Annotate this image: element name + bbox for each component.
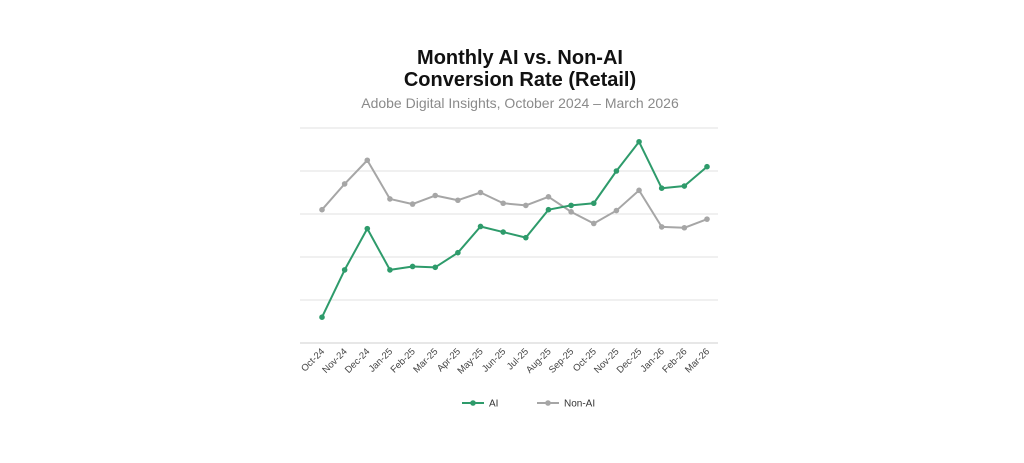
data-point-ai bbox=[409, 263, 416, 270]
data-point-ai bbox=[704, 163, 710, 170]
legend-marker-ai bbox=[470, 400, 476, 406]
data-point-non-ai bbox=[568, 209, 574, 215]
chart-title-line-2: Conversion Rate (Retail) bbox=[403, 69, 637, 91]
data-point-non-ai bbox=[455, 197, 461, 204]
x-tick-label: Jun-25 bbox=[480, 346, 508, 374]
data-point-ai bbox=[500, 229, 506, 235]
data-point-ai bbox=[613, 168, 620, 174]
data-point-ai bbox=[658, 185, 665, 191]
data-point-ai bbox=[341, 267, 348, 273]
x-tick-label: Sep-25 bbox=[547, 346, 576, 375]
legend-marker-non-ai bbox=[545, 400, 551, 406]
data-point-ai bbox=[432, 264, 439, 271]
chart-subtitle: Adobe Digital Insights, October 2024 – M… bbox=[361, 95, 679, 111]
legend-label-ai: AI bbox=[489, 399, 498, 410]
legend: AI Non-AI bbox=[462, 399, 595, 410]
data-point-ai bbox=[523, 234, 529, 241]
data-point-ai bbox=[636, 138, 642, 145]
legend-label-non-ai: Non-AI bbox=[564, 399, 595, 410]
data-point-non-ai bbox=[636, 187, 642, 194]
chart-title: Monthly AI vs. Non-AI Conversion Rate (R… bbox=[0, 47, 1024, 91]
data-point-ai bbox=[681, 183, 688, 189]
x-tick-label: Dec-24 bbox=[343, 346, 372, 375]
data-point-non-ai bbox=[409, 201, 416, 207]
series-lines bbox=[319, 138, 710, 321]
data-point-ai bbox=[568, 202, 574, 209]
data-point-non-ai bbox=[681, 224, 688, 231]
data-point-non-ai bbox=[432, 192, 439, 199]
x-tick-label: Dec-25 bbox=[615, 346, 644, 375]
data-point-non-ai bbox=[341, 181, 348, 187]
data-point-ai bbox=[364, 225, 371, 232]
data-point-ai bbox=[387, 267, 393, 273]
data-point-non-ai bbox=[364, 157, 371, 164]
x-tick-label: May-25 bbox=[455, 346, 485, 376]
x-tick-label: Mar-25 bbox=[411, 346, 440, 375]
data-point-ai bbox=[319, 314, 325, 321]
data-point-non-ai bbox=[477, 189, 484, 196]
data-point-non-ai bbox=[387, 196, 393, 202]
data-point-ai bbox=[477, 223, 484, 230]
data-point-non-ai bbox=[590, 220, 597, 227]
gridlines bbox=[300, 127, 718, 344]
data-point-non-ai bbox=[613, 207, 620, 214]
data-point-ai bbox=[455, 249, 461, 256]
data-point-non-ai bbox=[500, 200, 506, 207]
data-point-ai bbox=[545, 206, 552, 213]
chart-title-line-1: Monthly AI vs. Non-AI bbox=[417, 47, 623, 69]
data-point-non-ai bbox=[523, 202, 529, 209]
data-point-non-ai bbox=[704, 216, 710, 222]
data-point-non-ai bbox=[545, 194, 552, 200]
data-point-ai bbox=[590, 200, 597, 207]
x-tick-label: Mar-26 bbox=[683, 346, 712, 375]
data-point-non-ai bbox=[319, 206, 325, 213]
data-point-non-ai bbox=[658, 224, 665, 230]
series-line-ai bbox=[321, 140, 708, 318]
series-line-non-ai bbox=[321, 159, 708, 229]
x-axis-tick-labels: Oct-24Nov-24Dec-24Jan-25Feb-25Mar-25Apr-… bbox=[299, 346, 712, 376]
